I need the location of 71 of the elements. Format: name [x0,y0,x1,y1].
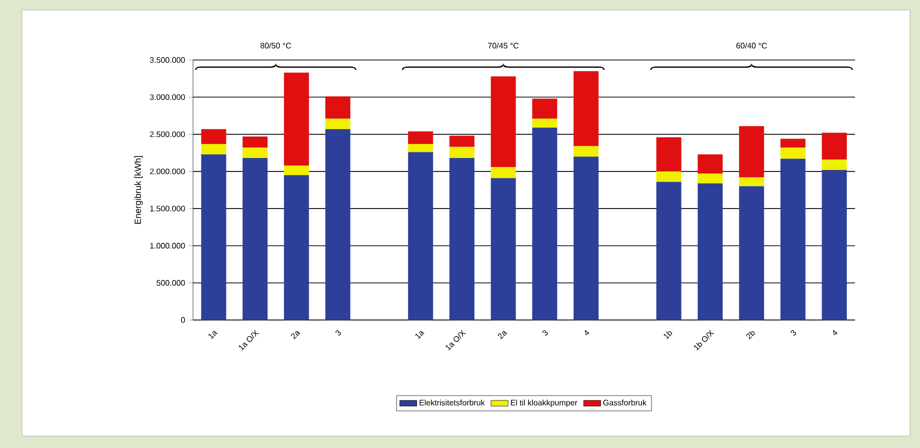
bar [698,154,723,174]
bar [408,131,434,144]
x-tick-label: 1a O/X [446,330,466,351]
x-tick-label: 1a [415,331,424,340]
bar [284,165,309,176]
y-tick-label: 2.000.000 [150,168,185,174]
bar [201,154,226,320]
bar [822,170,847,320]
bar [656,182,682,320]
bar [242,158,268,320]
x-tick-label: 4 [833,330,838,336]
bar [822,132,847,160]
text: 70/45 °C [488,42,519,48]
x-tick-label: 2a [498,331,508,340]
x-tick-label: 4 [584,330,590,336]
y-tick-label: 1.500.000 [150,206,185,212]
x-tick-label: 3 [542,330,548,336]
bar [780,138,806,148]
y-tick-label: 3.000.000 [150,94,185,100]
bar [408,152,434,320]
y-tick-label: 500.000 [156,280,185,286]
bar [780,148,806,159]
x-tick-label: 3 [790,330,796,336]
text: 80/50 °C [260,42,292,48]
bar [408,144,434,152]
bar [739,186,764,320]
bar [532,118,558,128]
bar [532,98,558,119]
bar [325,129,350,320]
bar [822,160,847,170]
bar [284,72,309,166]
y-tick-label: 0 [181,317,185,323]
bar [574,146,599,157]
bar [739,177,764,186]
bar [574,71,599,146]
y-axis-title: Energibruk [kWh] [134,156,143,224]
x-tick-label: 1a O/X [238,330,260,351]
bar [698,183,723,320]
bar [698,174,723,184]
x-tick-label: 1a [208,331,218,340]
bar [780,158,806,320]
bar [532,128,558,320]
bar [490,76,516,167]
x-tick-label: 1b [664,331,672,340]
x-tick-label: 1b O/X [694,330,714,351]
bar [656,171,682,182]
legend-label: Gassforbruk [603,400,646,406]
bar [325,118,350,130]
bar [656,137,682,172]
legend-label: El til kloakkpumper [510,400,578,408]
x-tick-label: 3 [336,330,341,336]
bar [284,175,309,320]
bar [201,129,226,144]
bar [201,144,226,154]
bar [739,126,764,178]
text: 60/40 °C [736,42,767,48]
bar [325,96,350,119]
bar [449,136,474,147]
y-tick-label: 2.500.000 [150,131,185,138]
bar [449,146,474,158]
bar [490,178,516,320]
y-tick-label: 3.500.000 [150,57,185,63]
bar [449,158,474,320]
bar [242,148,268,158]
bar [242,136,268,148]
y-tick-label: 1.000.000 [150,242,185,249]
x-tick-label: 2a [291,331,300,340]
bar [490,166,516,178]
bar [574,156,599,320]
legend-label: Elektrisitetsforbruk [420,400,485,406]
x-tick-label: 2b [746,331,755,340]
